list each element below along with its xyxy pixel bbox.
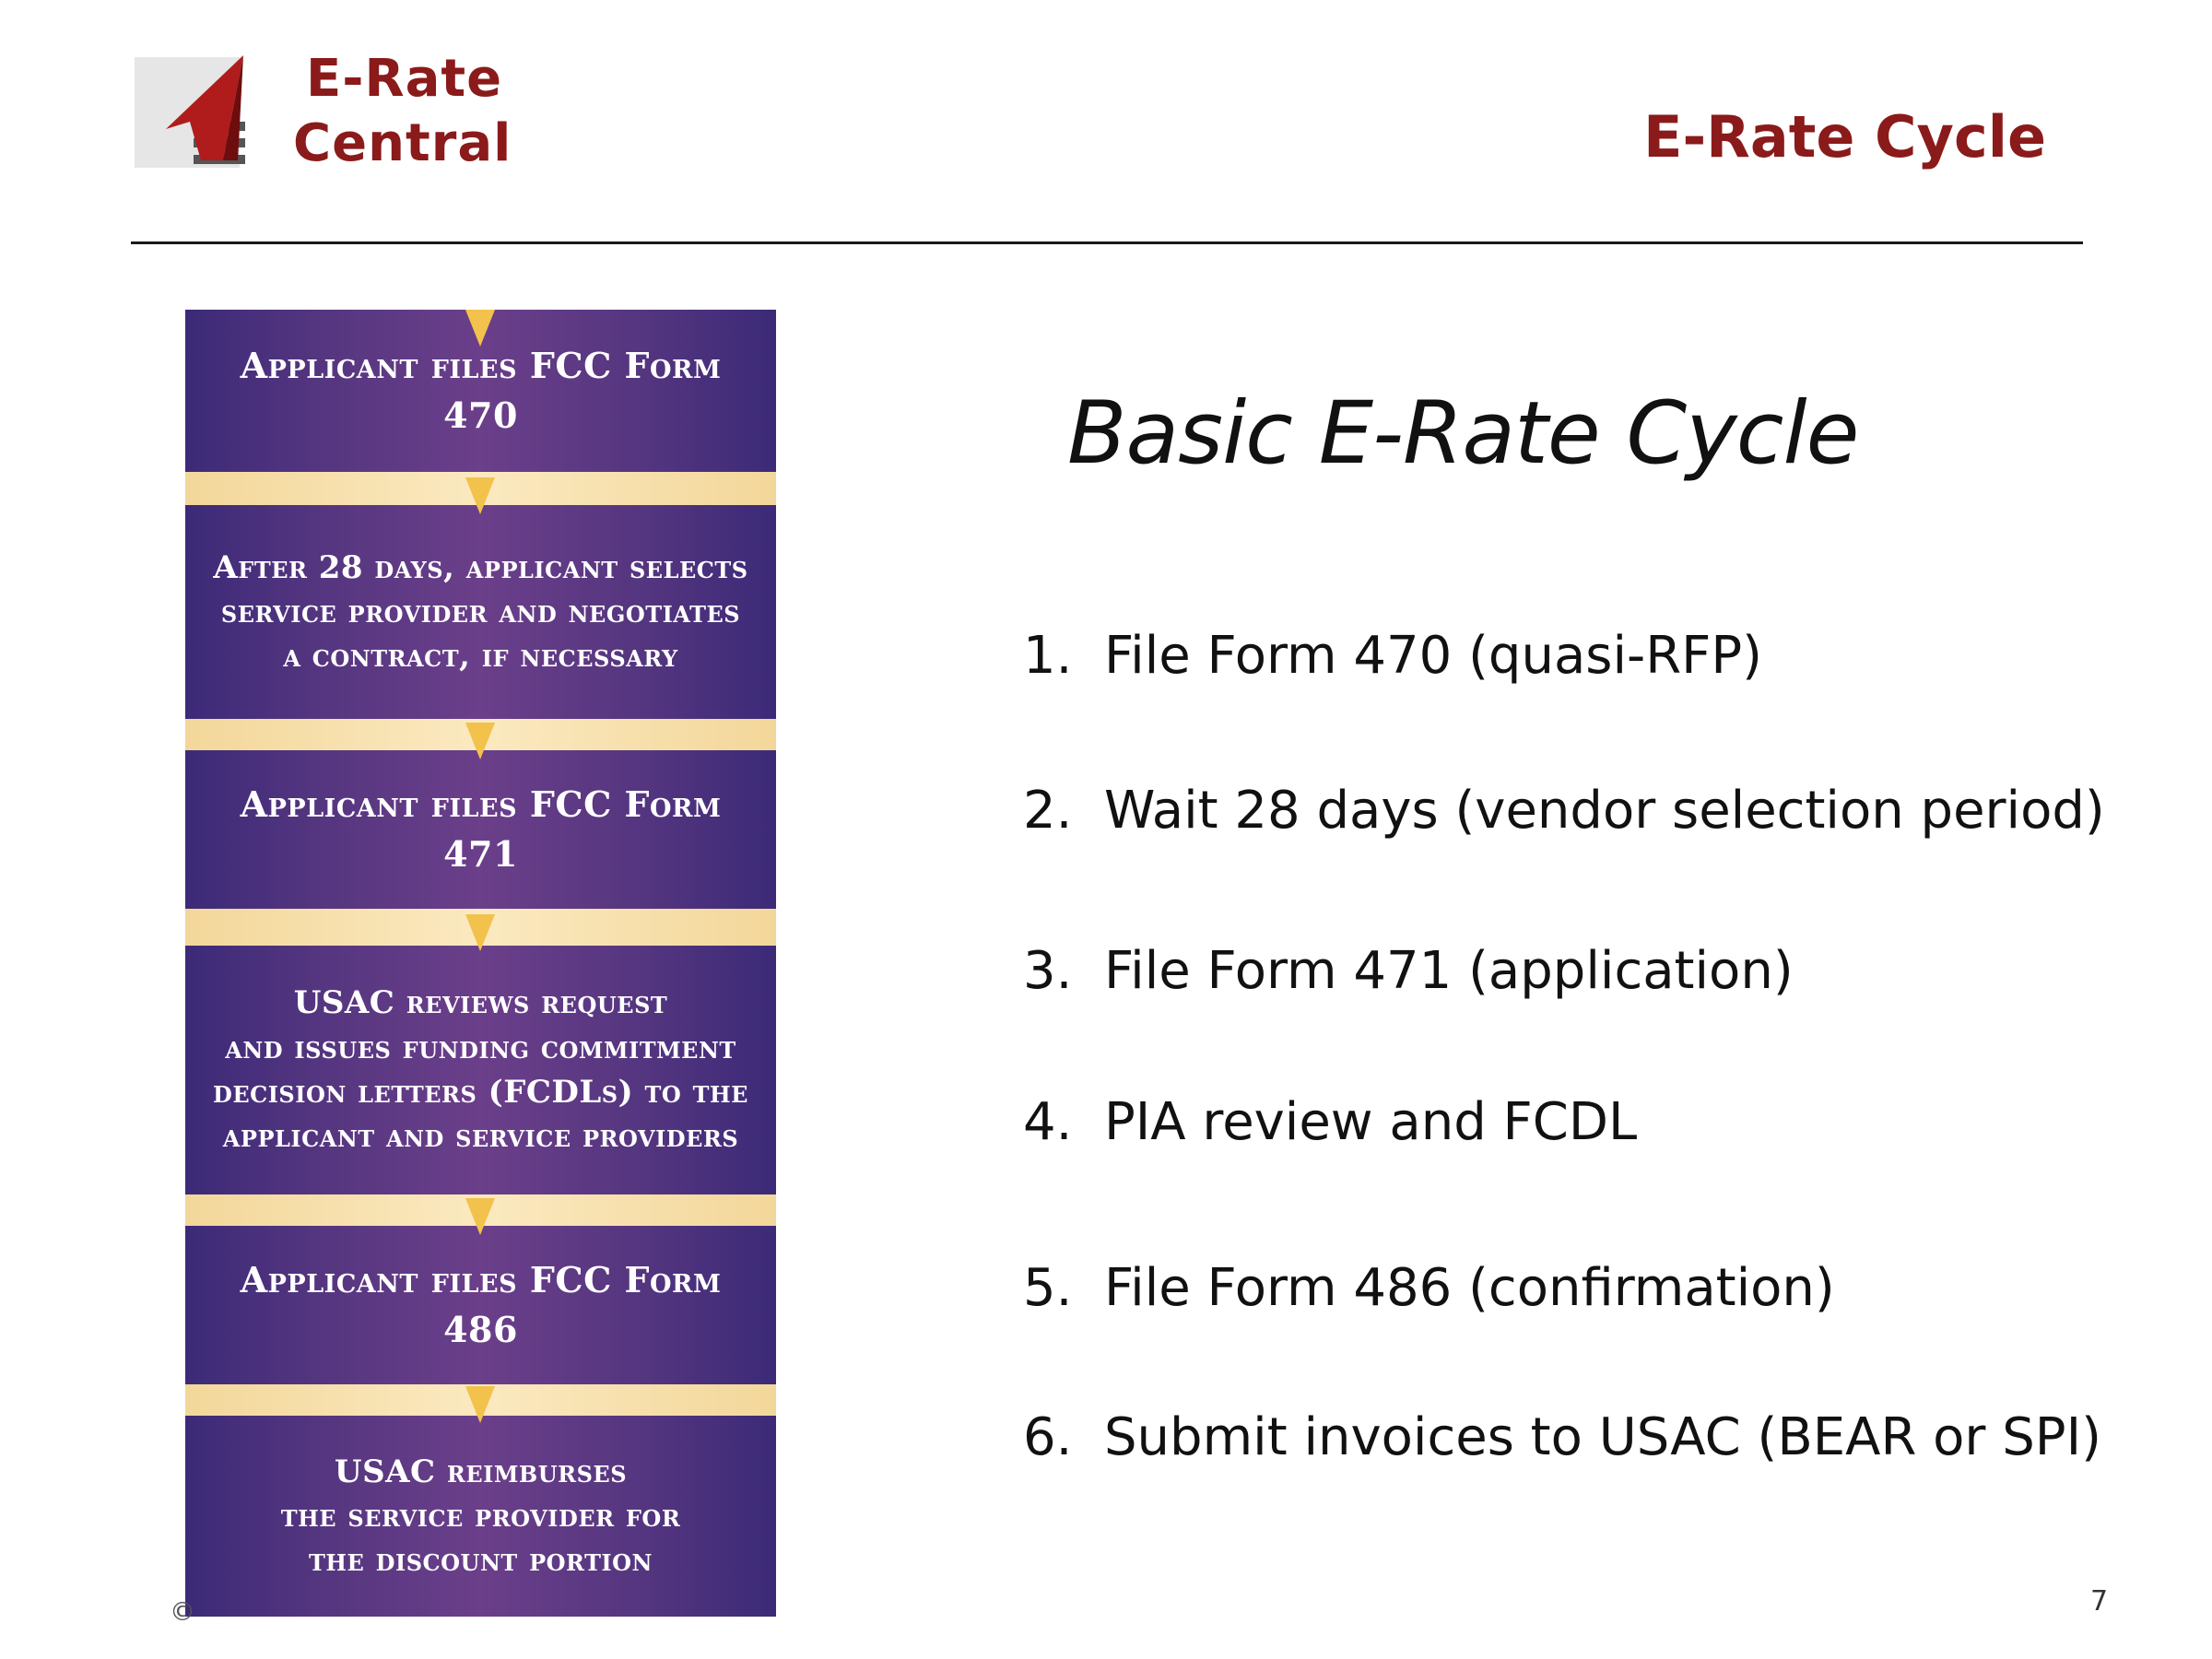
flow-step-text: and issues funding commitment (225, 1029, 736, 1066)
flow-step-text: USAC reviews request (293, 984, 668, 1022)
list-item-text: Wait 28 days (vendor selection period) (1104, 781, 2105, 841)
list-item: 1. File Form 470 (quasi-RFP) (1023, 630, 1762, 682)
flow-step-form-486: Applicant files FCC Form 486 (185, 1226, 776, 1384)
slide-title: E-Rate Cycle (1643, 103, 2046, 171)
arrow-down-icon (465, 914, 495, 951)
page-number: 7 (2090, 1585, 2109, 1618)
flow-step-text: service provider and negotiates (220, 593, 741, 630)
flow-step-select-provider: After 28 days, applicant selects service… (185, 505, 776, 719)
e-rate-flowchart: Applicant files FCC Form 470 After 28 da… (185, 310, 776, 1617)
flow-step-text: the discount portion (308, 1542, 653, 1580)
list-item-number: 3. (1023, 941, 1073, 1001)
list-item-number: 2. (1023, 781, 1073, 841)
list-item: 2. Wait 28 days (vendor selection period) (1023, 785, 2105, 837)
flow-step-usac-reimburses: USAC reimburses the service provider for… (185, 1416, 776, 1617)
arrow-down-icon (465, 477, 495, 514)
brand-name-line1: E-Rate (306, 49, 503, 109)
list-item: 5. File Form 486 (confirmation) (1023, 1263, 1835, 1314)
list-item-number: 5. (1023, 1258, 1073, 1318)
flow-step-form-471: Applicant files FCC Form 471 (185, 750, 776, 909)
list-item: 4. PIA review and FCDL (1023, 1097, 1637, 1148)
flow-step-text: USAC reimburses (334, 1453, 628, 1490)
flow-step-text: Applicant files FCC Form 486 (240, 1259, 722, 1350)
list-item-text: File Form 486 (confirmation) (1104, 1258, 1835, 1318)
e-rate-central-logo-icon (135, 55, 245, 168)
flow-step-usac-review: USAC reviews request and issues funding … (185, 946, 776, 1194)
flow-step-form-470: Applicant files FCC Form 470 (185, 310, 776, 472)
list-item-text: File Form 471 (application) (1104, 941, 1794, 1001)
list-item: 6. Submit invoices to USAC (BEAR or SPI) (1023, 1412, 2101, 1464)
flow-step-text: applicant and service providers (222, 1118, 739, 1156)
arrow-down-icon (465, 1198, 495, 1235)
list-item-number: 4. (1023, 1092, 1073, 1152)
list-item-number: 6. (1023, 1407, 1073, 1467)
flow-step-text: After 28 days, applicant selects (213, 548, 748, 586)
list-item-text: PIA review and FCDL (1104, 1092, 1638, 1152)
flow-step-text: decision letters (FCDLs) to the (213, 1074, 748, 1111)
list-item-number: 1. (1023, 626, 1073, 686)
flow-step-text: the service provider for (280, 1497, 681, 1535)
list-item-text: File Form 470 (quasi-RFP) (1104, 626, 1762, 686)
arrow-down-icon (465, 1386, 495, 1423)
flow-step-text: Applicant files FCC Form 471 (240, 783, 722, 875)
list-item-text: Submit invoices to USAC (BEAR or SPI) (1104, 1407, 2101, 1467)
arrow-down-icon (465, 723, 495, 759)
brand-name-line2: Central (293, 113, 512, 173)
copyright-mark: © (170, 1596, 195, 1627)
list-item: 3. File Form 471 (application) (1023, 946, 1794, 997)
flow-step-text: a contract, if necessary (283, 638, 678, 676)
flow-step-text: Applicant files FCC Form 470 (240, 345, 722, 436)
header-divider (131, 241, 2083, 244)
arrow-down-icon (465, 310, 495, 347)
content-subtitle: Basic E-Rate Cycle (1067, 383, 1859, 484)
